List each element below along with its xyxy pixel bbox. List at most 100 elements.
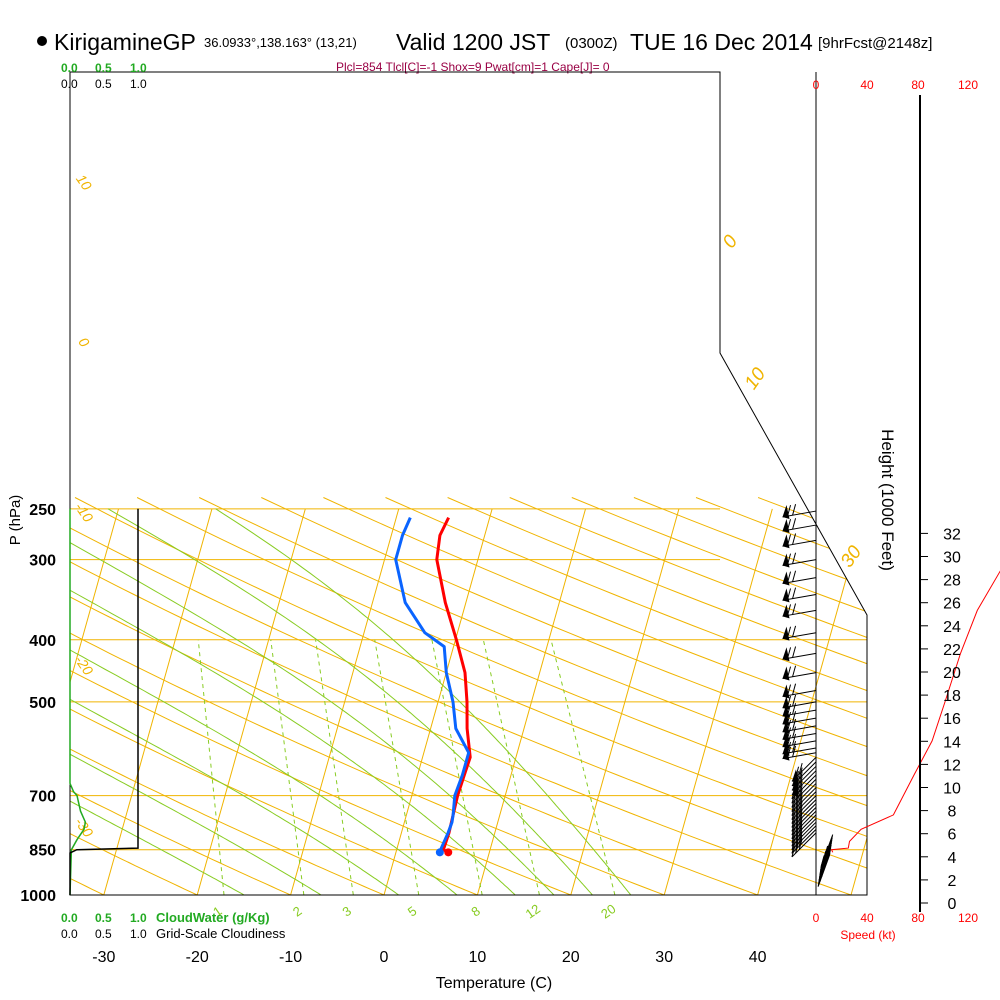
height-tick: 24 [943, 619, 961, 636]
temperature-axis: -30 -20 -10 0 10 20 30 40 [92, 949, 766, 966]
mixing-ratio-line [270, 639, 305, 895]
dry-adiabat [70, 497, 606, 895]
plot-border [69, 71, 868, 896]
dry-adiabat-label: -10 [72, 499, 97, 525]
wind-speed-curve [830, 570, 1000, 853]
moist-adiabat [70, 508, 530, 895]
moist-adiabat [215, 508, 643, 895]
height-tick: 10 [943, 781, 961, 798]
dry-adiabat [70, 497, 867, 895]
cloudwater-tick-top: 0.0 [61, 61, 78, 75]
dry-adiabat-label: 10 [73, 171, 95, 193]
mixing-ratio-line [482, 639, 540, 895]
wind-barb [782, 718, 817, 734]
indices-line: Plcl=854 Tlcl[C]=-1 Shox=9 Pwat[cm]=1 Ca… [336, 60, 610, 74]
forecast-info: [9hrFcst@2148z] [818, 35, 932, 52]
dry-adiabat [882, 498, 1000, 909]
dry-adiabat-label: -20 [72, 652, 97, 678]
wind-barb [820, 834, 834, 867]
moist-adiabat [70, 508, 474, 895]
height-tick: 18 [943, 688, 961, 705]
dry-adiabat [385, 497, 867, 895]
mixing-ratio-line [315, 639, 354, 895]
isotherm [0, 509, 25, 895]
cloudiness-label: Grid-Scale Cloudiness [156, 926, 286, 941]
isotherm [476, 508, 587, 895]
isotherm-label: 0 [719, 231, 743, 252]
height-tick: 16 [943, 711, 961, 728]
station-name: KirigamineGP [54, 29, 196, 55]
cloudiness-tick-bottom: 1.0 [130, 927, 147, 941]
isotherm [103, 508, 213, 895]
temperature-tick: 0 [380, 949, 389, 966]
dry-adiabat [70, 497, 511, 895]
moist-adiabat [70, 508, 418, 895]
wind-barb [782, 741, 817, 756]
cloudiness-tick-top: 0.5 [95, 77, 112, 91]
moist-adiabat [70, 508, 269, 895]
cloudwater-tick-top: 0.5 [95, 61, 112, 75]
pressure-tick-300: 300 [29, 553, 56, 570]
dry-adiabat [70, 497, 322, 895]
dry-adiabat [198, 497, 867, 895]
pressure-tick-500: 500 [29, 695, 56, 712]
dewpoint-surface-point [435, 848, 444, 857]
isotherm [290, 508, 400, 895]
side-panels: 0.0 0.5 1.0 0.0 0.5 1.0 CloudWater (g/Kg) 0.0 0.… [61, 61, 1000, 942]
mixing-ratio-line [431, 639, 483, 895]
temperature-tick: -30 [92, 949, 115, 966]
isotherm [196, 508, 306, 895]
station-dot-icon [37, 36, 47, 46]
wind-barbs [782, 504, 834, 887]
dry-adiabat [447, 497, 867, 895]
wind-barb [782, 603, 817, 619]
valid-time: Valid 1200 JST [396, 29, 550, 55]
pressure-axis: 250 300 400 500 700 850 1000 [20, 502, 56, 905]
temperature-tick: -10 [279, 949, 302, 966]
profile-series [394, 516, 472, 857]
dry-adiabat [509, 497, 867, 895]
wind-speed-tick-bottom: 0 [813, 911, 820, 925]
wind-barb [782, 518, 817, 533]
wind-barb [782, 726, 817, 742]
height-tick: 0 [948, 896, 957, 913]
wind-barb [782, 570, 817, 586]
wind-barb [782, 733, 817, 749]
moist-adiabat [70, 508, 344, 895]
height-tick: 22 [943, 642, 961, 659]
wind-barb [782, 587, 817, 603]
pressure-tick-850: 850 [29, 843, 56, 860]
valid-utc: (0300Z) [565, 35, 618, 52]
wind-barb [782, 504, 817, 519]
dry-adiabat-label: 0 [75, 334, 93, 350]
dry-adiabat [261, 497, 867, 895]
dry-adiabat [70, 497, 417, 895]
dry-adiabat [70, 497, 796, 895]
isotherm-label: 10 [741, 364, 771, 394]
mixing-ratio-label: 3 [339, 903, 354, 919]
wind-barb [782, 552, 817, 568]
wind-speed-tick-top: 0 [813, 78, 820, 92]
height-tick: 20 [943, 665, 961, 682]
cloudiness-tick-top: 0.0 [61, 77, 78, 91]
dry-adiabat [70, 497, 867, 895]
cloudiness-tick-top: 1.0 [130, 77, 147, 91]
cloudwater-curve [69, 508, 87, 896]
cloudwater-label: CloudWater (g/Kg) [156, 910, 270, 925]
mixing-ratio-label: 5 [405, 903, 420, 919]
cloudwater-tick-top: 1.0 [130, 61, 147, 75]
y-axis-label: P (hPa) [7, 495, 24, 546]
dewpoint-line [394, 516, 471, 853]
wind-speed-tick-top: 120 [958, 78, 978, 92]
temperature-tick: 40 [749, 949, 767, 966]
pressure-tick-700: 700 [29, 789, 56, 806]
height-tick: 14 [943, 734, 961, 751]
cloudiness-tick-bottom: 0.0 [61, 927, 78, 941]
isotherm-label: 30 [837, 542, 867, 572]
wind-barb [782, 711, 817, 727]
isotherm [663, 508, 773, 895]
temperature-tick: 30 [655, 949, 673, 966]
